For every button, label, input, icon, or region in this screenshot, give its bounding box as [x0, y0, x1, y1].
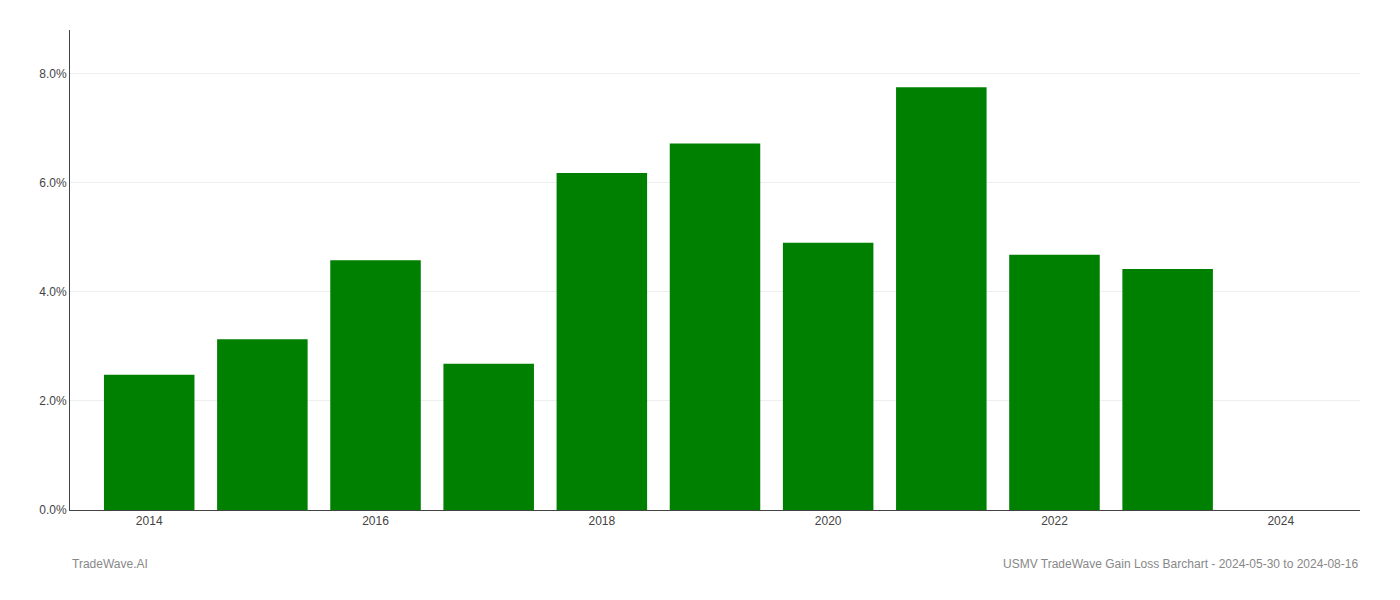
svg-text:2024: 2024 [1267, 514, 1294, 528]
svg-text:2020: 2020 [815, 514, 842, 528]
svg-text:2022: 2022 [1041, 514, 1068, 528]
svg-text:2018: 2018 [588, 514, 615, 528]
svg-text:TradeWave.AI: TradeWave.AI [72, 557, 148, 571]
svg-text:2014: 2014 [136, 514, 163, 528]
svg-text:USMV TradeWave Gain Loss Barch: USMV TradeWave Gain Loss Barchart - 2024… [1003, 557, 1358, 571]
svg-text:0.0%: 0.0% [39, 503, 67, 517]
svg-text:2016: 2016 [362, 514, 389, 528]
svg-text:4.0%: 4.0% [39, 285, 67, 299]
svg-text:8.0%: 8.0% [39, 67, 67, 81]
svg-text:6.0%: 6.0% [39, 176, 67, 190]
svg-text:2.0%: 2.0% [39, 394, 67, 408]
